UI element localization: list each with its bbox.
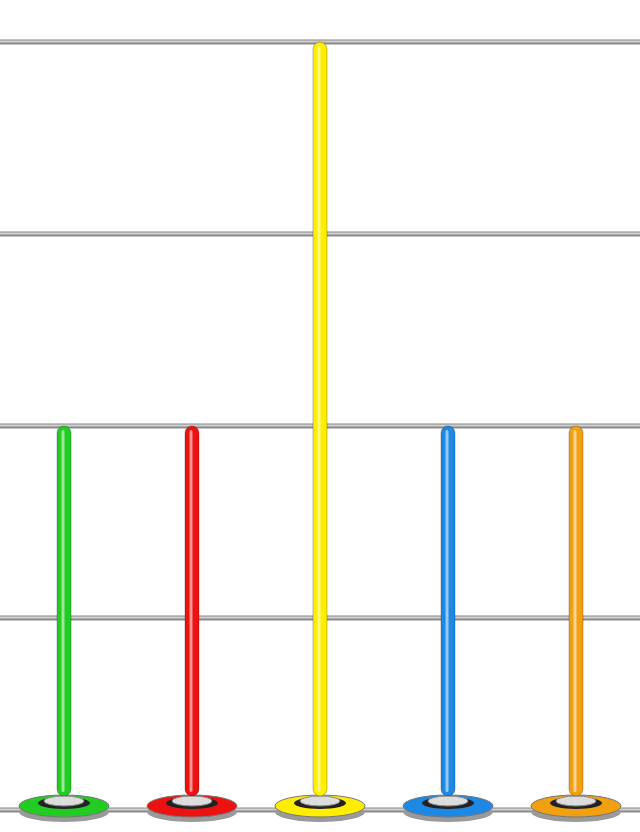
- bar-rod: [313, 42, 327, 796]
- chart-root: [0, 0, 640, 832]
- bar-highlight: [62, 430, 65, 792]
- base-disc: [275, 795, 365, 817]
- grid: [0, 42, 640, 811]
- bar: [313, 42, 327, 796]
- bases: [19, 795, 621, 822]
- bar-highlight: [318, 46, 321, 792]
- bar: [441, 426, 455, 796]
- bar: [569, 426, 583, 796]
- base-ring: [550, 797, 602, 809]
- base-disc: [531, 795, 621, 817]
- base-disc: [403, 795, 493, 817]
- bar: [185, 426, 199, 796]
- bar-highlight: [446, 430, 449, 792]
- base-cap: [300, 796, 340, 806]
- bar-highlight: [190, 430, 193, 792]
- bar-rod: [569, 426, 583, 796]
- bar-rod: [57, 426, 71, 796]
- bar-rod: [441, 426, 455, 796]
- chart: [0, 0, 640, 832]
- bar-highlight: [574, 430, 577, 792]
- base-disc: [147, 795, 237, 817]
- bars: [57, 42, 583, 796]
- base-cap: [428, 796, 468, 806]
- base-ring: [166, 797, 218, 809]
- base-disc: [19, 795, 109, 817]
- base-ring: [422, 797, 474, 809]
- base-cap: [172, 796, 212, 806]
- base-cap: [556, 796, 596, 806]
- base-cap: [44, 796, 84, 806]
- base-ring: [294, 797, 346, 809]
- bar: [57, 426, 71, 796]
- bar-rod: [185, 426, 199, 796]
- base-ring: [38, 797, 90, 809]
